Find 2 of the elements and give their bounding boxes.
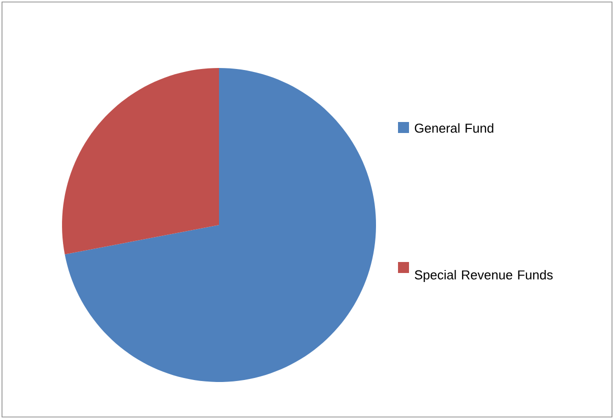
legend-label: General Fund: [414, 123, 494, 133]
legend-label: Special Revenue Funds: [414, 270, 553, 282]
